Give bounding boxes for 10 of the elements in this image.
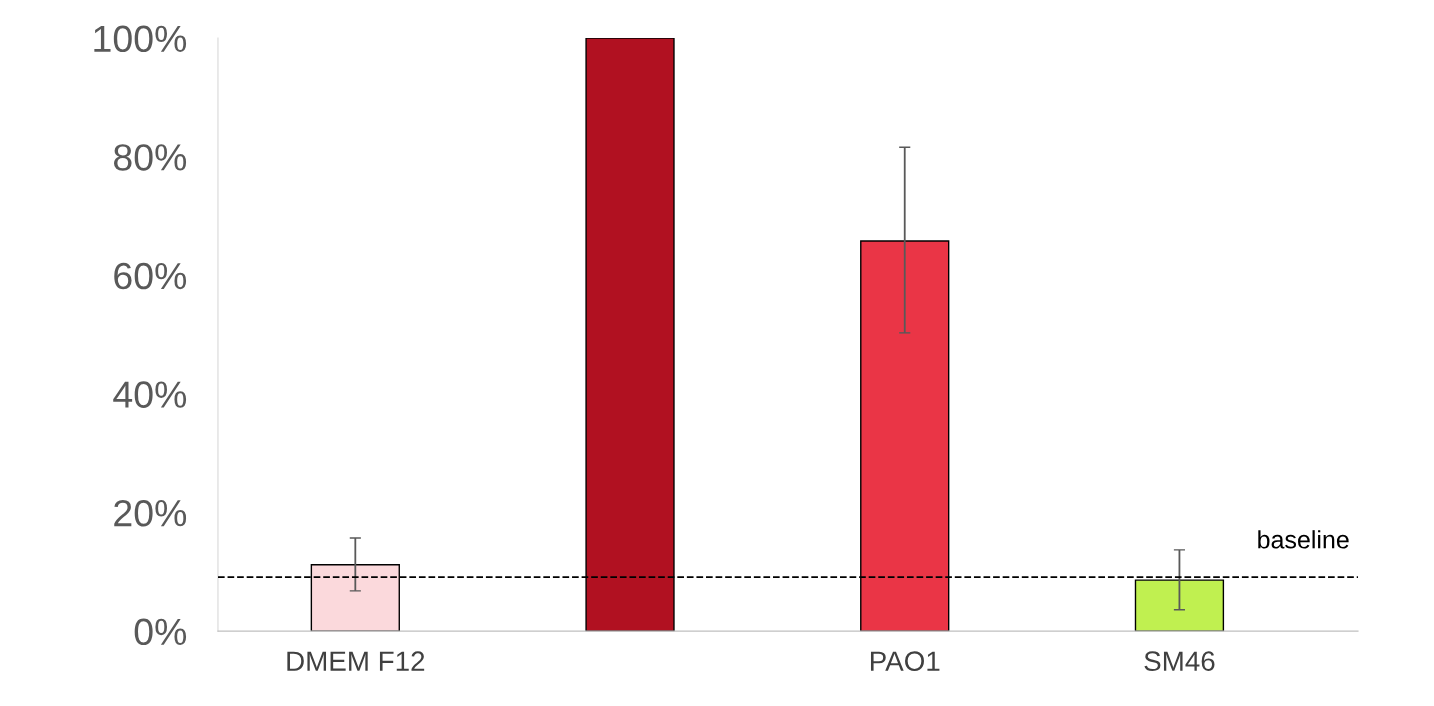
y-tick-label: 80% bbox=[113, 144, 187, 171]
x-tick-label: SM46 bbox=[1144, 651, 1215, 672]
y-tick-label: 100% bbox=[94, 25, 187, 53]
y-tick-label: 20% bbox=[114, 499, 187, 527]
y-tick-label: 40% bbox=[113, 381, 187, 408]
ref-line-label: baseline bbox=[1258, 530, 1349, 549]
y-tick-label: 0% bbox=[134, 618, 187, 646]
x-tick-label: DMEM F12 bbox=[287, 651, 425, 671]
y-tick-label: 60% bbox=[114, 262, 187, 290]
x-tick-label: PAO1 bbox=[870, 651, 940, 672]
